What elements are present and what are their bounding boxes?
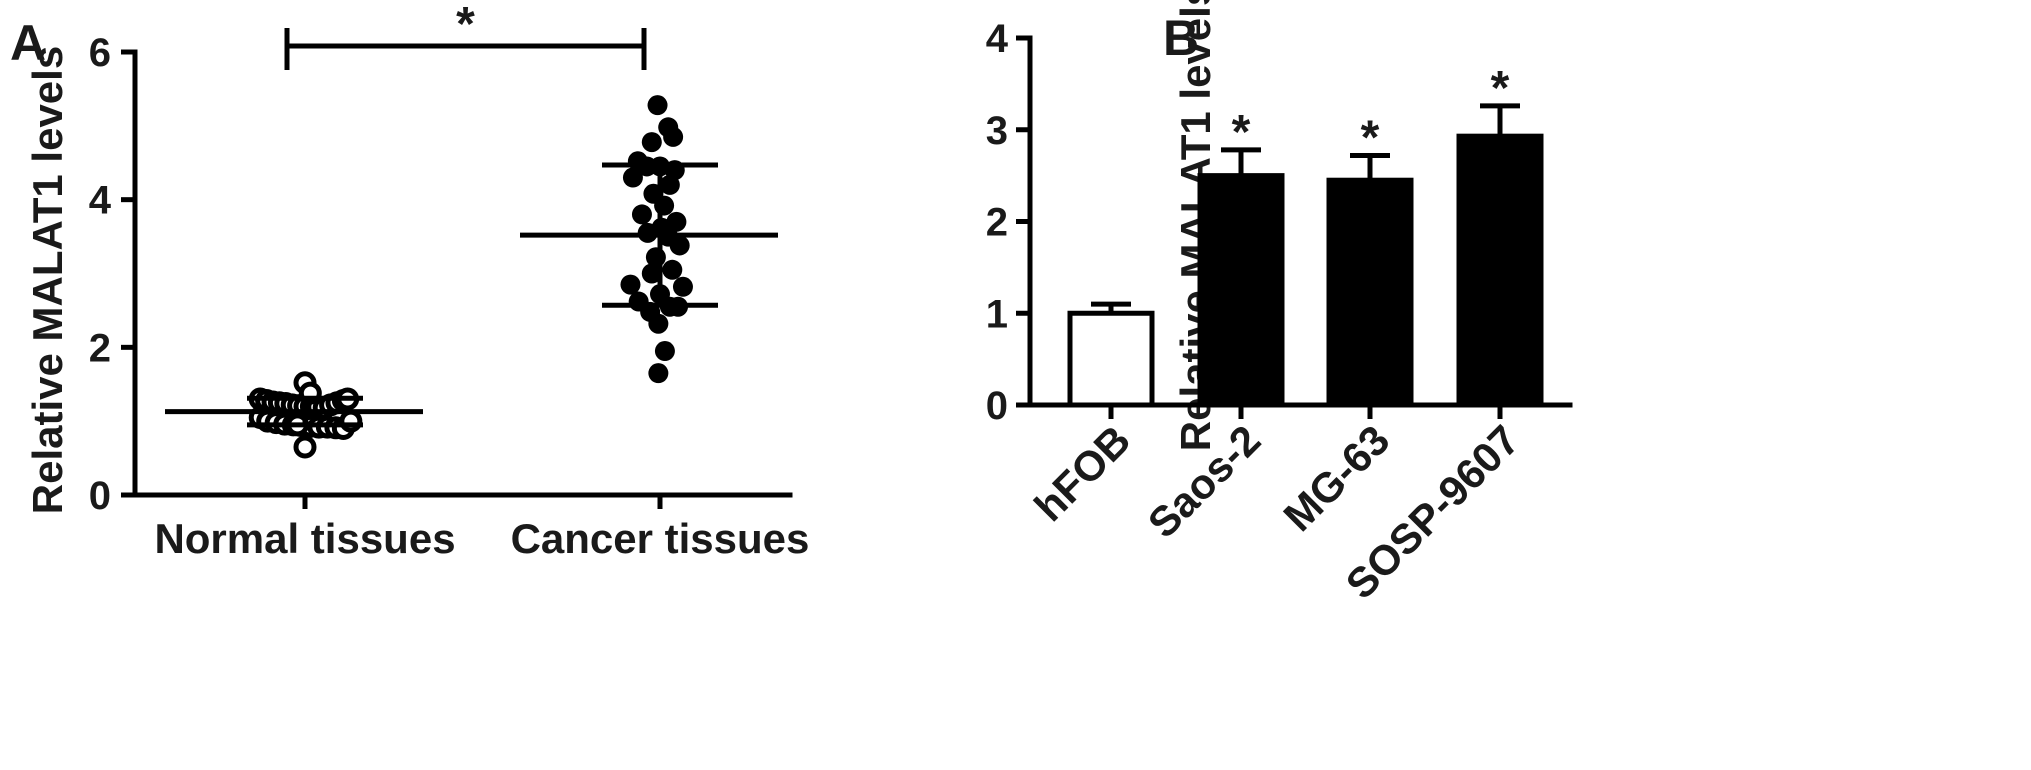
panel-a-significance-star: * <box>456 0 475 51</box>
panel-a-cancer-point <box>620 274 641 295</box>
panel-a-cancer-point <box>672 276 693 297</box>
panel-a-normal-point <box>339 409 363 433</box>
panel-a-data-points <box>248 95 693 459</box>
panel-a-cancer-point <box>647 95 668 116</box>
panel-b-y-tick-label: 4 <box>986 17 1009 61</box>
panel-b-y-tick-label: 0 <box>986 384 1008 428</box>
panel-b-bar-sosp-9607 <box>1456 133 1544 408</box>
panel-a-cancer-point <box>641 132 662 153</box>
panel-a-cancer-point <box>659 174 680 195</box>
panel-a-y-tick-label: 4 <box>89 179 112 223</box>
panel-a-cancer-point <box>654 195 675 216</box>
panel-b-significance-star: * <box>1361 111 1380 164</box>
panel-a-cancer-point <box>641 263 662 284</box>
panel-b-significance-star: * <box>1232 106 1251 159</box>
panel-a-y-axis-label: Relative MALAT1 levels <box>24 46 71 514</box>
panel-a-cancer-point <box>631 204 652 225</box>
panel-b-significance-star: * <box>1491 62 1510 115</box>
panel-b-y-tick-label: 1 <box>986 292 1008 336</box>
panel-a-cancer-point <box>669 235 690 256</box>
panel-b-bar-mg-63 <box>1326 177 1414 408</box>
panel-a-cancer-point <box>662 259 683 280</box>
panel-a-cancer-point <box>622 167 643 188</box>
panel-b-label: B <box>1163 10 1199 66</box>
panel-b-bar-hfob <box>1067 310 1155 408</box>
panel-a-significance-bracket: * <box>284 0 647 70</box>
panel-a-normal-point <box>293 435 317 459</box>
panel-b-category-label: hFOB <box>1025 416 1139 530</box>
panel-a-cancer-point <box>654 341 675 362</box>
panel-a-y-tick-label: 6 <box>89 31 111 75</box>
panel-b-y-tick-label: 2 <box>986 201 1008 245</box>
panel-a-y-tick-label: 2 <box>89 326 111 370</box>
panel-a-cancer-point <box>663 126 684 147</box>
panel-a-y-tick-label: 0 <box>89 474 111 518</box>
panel-b-category-label: MG-63 <box>1274 416 1398 540</box>
panel-a-category-cancer-tissues: Cancer tissues <box>511 515 810 562</box>
panel-b-bar-saos-2 <box>1197 173 1285 408</box>
panel-a-mean-sd-bars <box>165 162 778 428</box>
panel-a-category-normal-tissues: Normal tissues <box>154 515 455 562</box>
panel-a-cancer-point <box>648 313 669 334</box>
panel-a-cancer-point <box>648 363 669 384</box>
panel-a-scatter-chart: A Relative MALAT1 levels 0 2 4 6 * Normal t… <box>10 0 809 562</box>
panel-a-label: A <box>10 15 46 71</box>
panel-b-bars: hFOB*Saos-2*MG-63*SOSP-9607 <box>1025 62 1544 608</box>
panel-b-y-tick-label: 3 <box>986 109 1008 153</box>
panel-a-axes: 0 2 4 6 <box>89 31 793 518</box>
